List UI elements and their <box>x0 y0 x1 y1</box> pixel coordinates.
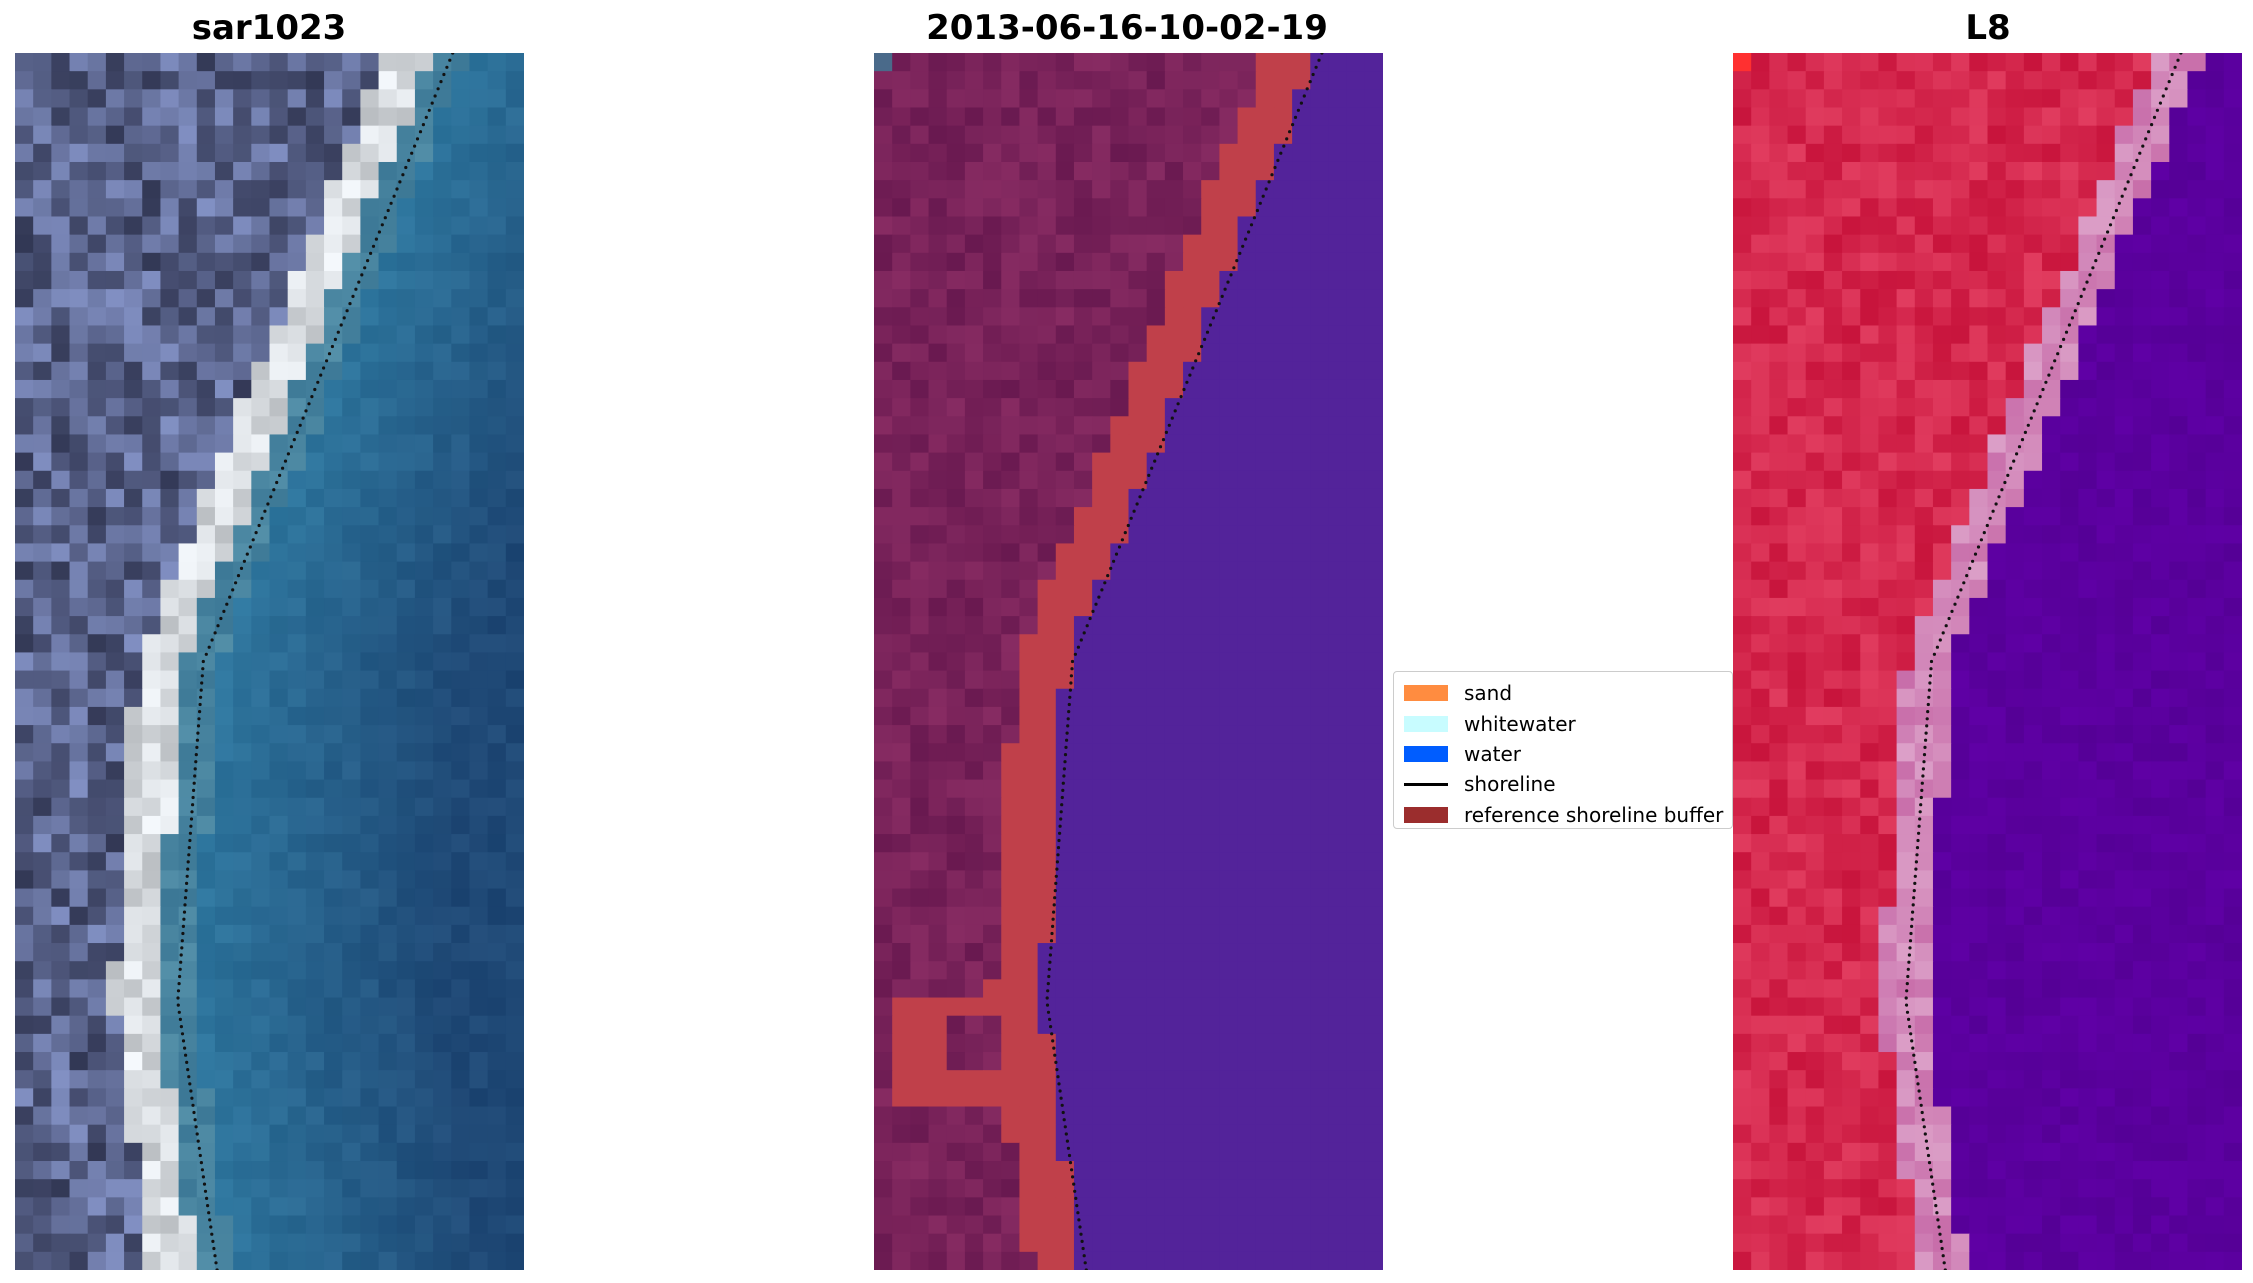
panel-title-classified: 2013-06-16-10-02-19 <box>926 8 1328 48</box>
legend-label-shoreline: shoreline <box>1464 772 1556 797</box>
legend-label-sand: sand <box>1464 681 1513 706</box>
legend-line-shoreline <box>1404 782 1448 786</box>
panel-title-rgb: sar1023 <box>191 8 347 48</box>
shoreline-line <box>1904 53 2183 1270</box>
legend-item-sand: sand <box>1400 678 1732 708</box>
classified-image-panel <box>874 53 1383 1270</box>
legend-item-whitewater: whitewater <box>1400 708 1732 738</box>
legend-label-water: water <box>1464 741 1521 766</box>
legend-label-buffer: reference shoreline buffer <box>1464 802 1724 827</box>
legend-item-buffer: reference shoreline buffer <box>1400 800 1732 830</box>
legend-label-whitewater: whitewater <box>1464 711 1576 736</box>
shoreline-line <box>176 53 455 1270</box>
legend: sand whitewater water shoreline referenc… <box>1393 671 1733 829</box>
rgb-image <box>15 53 524 1270</box>
legend-item-water: water <box>1400 739 1732 769</box>
classified-image <box>874 53 1383 1270</box>
index-image-panel <box>1733 53 2242 1270</box>
shoreline-line <box>1045 53 1324 1270</box>
legend-swatch-whitewater <box>1404 715 1448 732</box>
rgb-image-panel <box>15 53 524 1270</box>
panel-title-index: L8 <box>1965 8 2011 48</box>
index-image <box>1733 53 2242 1270</box>
legend-item-shoreline: shoreline <box>1400 769 1732 799</box>
legend-swatch-sand <box>1404 685 1448 702</box>
legend-swatch-buffer <box>1404 806 1448 823</box>
legend-swatch-water <box>1404 745 1448 762</box>
